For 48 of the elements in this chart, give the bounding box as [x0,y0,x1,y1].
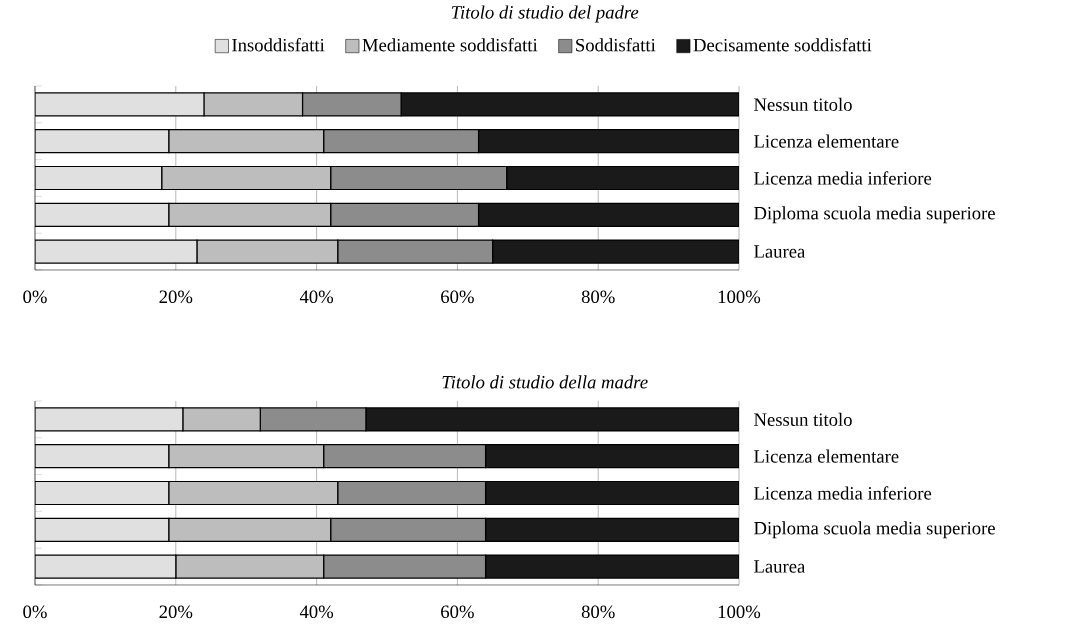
bar [506,165,740,191]
x-tick-label: 80% [581,290,615,304]
x-tick-label: 80% [581,605,615,619]
y-tick-label: Licenza elementare [754,449,899,463]
y-tick-label: Licenza elementare [754,134,899,148]
y-tick-label: Diploma scuola media superiore [754,521,995,539]
bar [35,480,170,506]
bar [484,480,740,506]
bar [35,129,170,154]
y-tick-label: Laurea [754,560,806,573]
chart-title: Titolo di studio della madre [442,375,648,389]
bar [35,517,170,542]
bar [365,407,740,432]
bar [35,165,163,191]
y-tick-label: Licenza media inferiore [754,171,932,185]
x-tick-label: 20% [159,605,193,619]
bar [35,444,170,469]
x-tick-label: 100% [718,605,761,619]
legend-label: Soddisfatti [576,38,656,52]
chart-title: Titolo di studio del padre [451,5,639,23]
bar [477,202,740,227]
y-tick-label: Diploma scuola media superiore [754,206,995,224]
x-tick-label: 60% [441,605,474,619]
bar [477,129,740,154]
bar [484,517,740,542]
y-tick-label: Nessun titolo [754,412,852,426]
legend-label: Insoddisfatti [232,38,325,52]
x-tick-label: 40% [299,290,334,304]
y-tick-label: Laurea [754,245,806,258]
bar [35,202,170,227]
x-tick-label: 20% [159,290,193,304]
bar [35,407,184,432]
bar [35,554,177,579]
x-tick-label: 100% [718,290,761,304]
bar [35,92,205,117]
legend-label: Mediamente soddisfatti [362,38,538,52]
bar [484,444,740,469]
legend-label: Decisamente soddisfatti [693,38,872,52]
y-tick-label: Licenza media inferiore [754,486,932,500]
x-tick-label: 40% [299,605,334,619]
x-tick-label: 60% [441,290,474,304]
x-tick-label: 0% [23,290,47,304]
x-tick-label: 0% [23,605,47,619]
bar [35,239,198,264]
bar [484,554,740,579]
bar [400,92,740,117]
y-tick-label: Nessun titolo [754,97,852,111]
bar [492,239,740,264]
